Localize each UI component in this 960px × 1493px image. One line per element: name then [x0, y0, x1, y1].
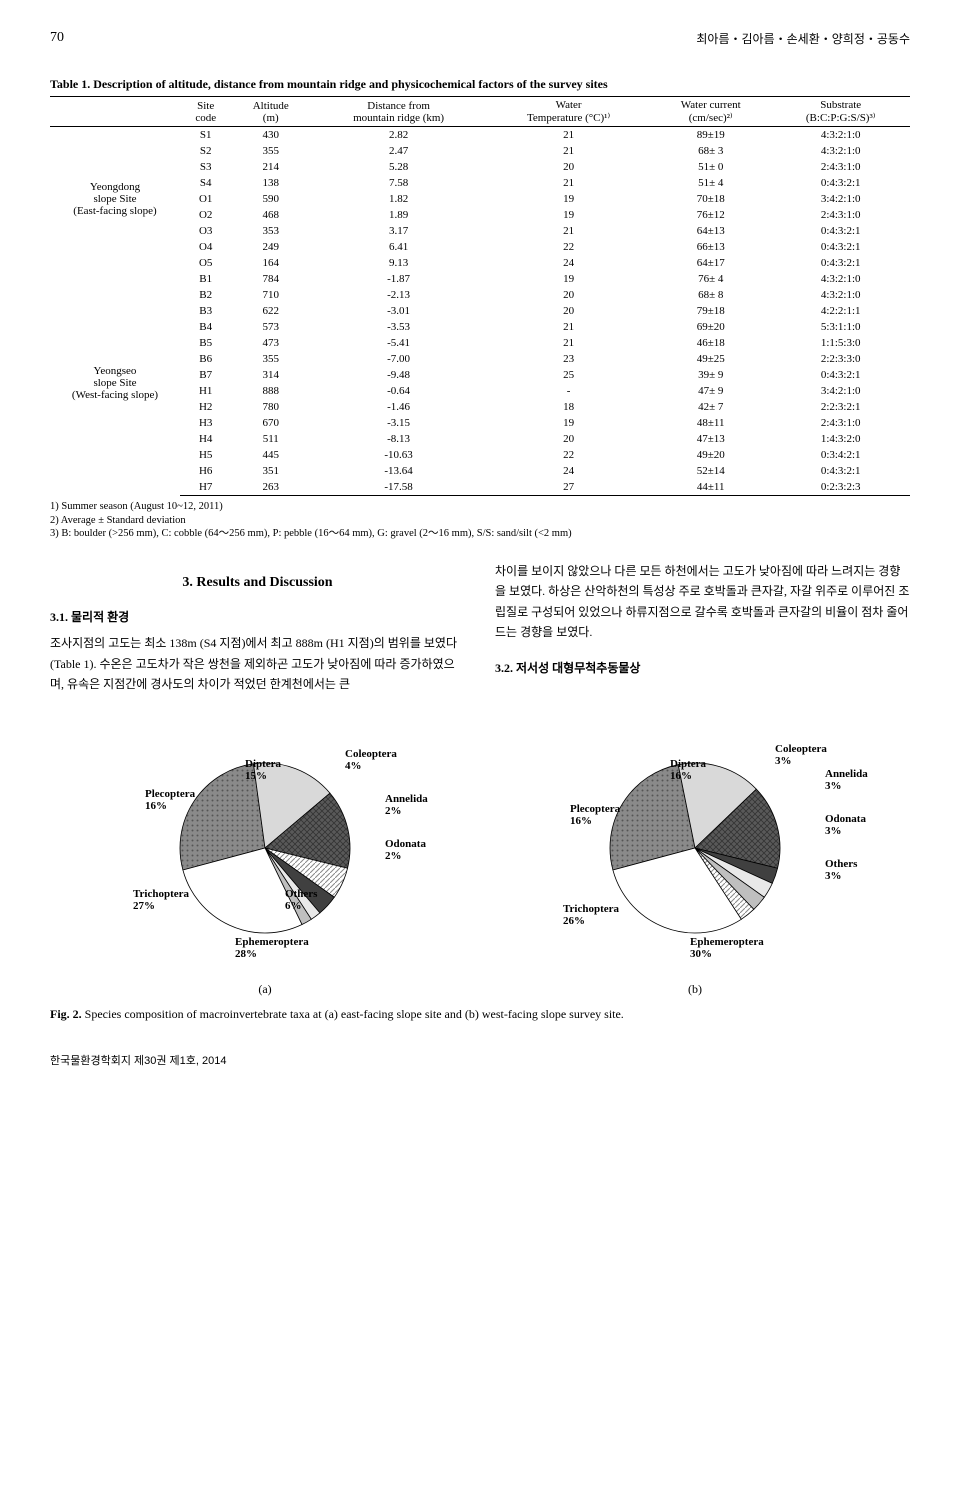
table-col-header: Distance frommountain ridge (km): [310, 97, 487, 127]
table-col-header: Substrate(B:C:P:G:S/S)³⁾: [771, 97, 910, 127]
table-row: Yeongdongslope Site(East-facing slope)S1…: [50, 127, 910, 144]
pie-label: Annelida2%: [385, 793, 428, 817]
pie-label: Coleoptera4%: [345, 748, 397, 772]
group-label: Yeongdongslope Site(East-facing slope): [50, 127, 180, 272]
results-title: 3. Results and Discussion: [50, 571, 465, 595]
table1-footnotes: 1) Summer season (August 10~12, 2011)2) …: [50, 500, 910, 541]
page-number: 70: [50, 30, 64, 47]
pie-b-sublabel: (b): [515, 982, 875, 997]
table-col-header: Water current(cm/sec)²⁾: [650, 97, 771, 127]
pie-a-sublabel: (a): [85, 982, 445, 997]
journal-footer: 한국물환경학회지 제30권 제1호, 2014: [50, 1052, 910, 1068]
col2-body: 차이를 보이지 않았으나 다른 모든 하천에서는 고도가 낮아짐에 따라 느려지…: [495, 561, 910, 643]
pie-label: Ephemeroptera30%: [690, 936, 764, 960]
pie-label: Diptera16%: [670, 758, 706, 782]
pie-label: Ephemeroptera28%: [235, 936, 309, 960]
table1-caption: Table 1. Description of altitude, distan…: [50, 77, 910, 92]
group-label: Yeongseoslope Site(West-facing slope): [50, 271, 180, 496]
pie-label: Coleoptera3%: [775, 743, 827, 767]
pie-chart-b: Trichoptera26% Plecoptera16% Diptera16% Col…: [515, 718, 875, 978]
section-31-body: 조사지점의 고도는 최소 138m (S4 지점)에서 최고 888m (H1 …: [50, 633, 465, 694]
table-col-header: Sitecode: [180, 97, 231, 127]
table1: SitecodeAltitude(m)Distance frommountain…: [50, 96, 910, 496]
table-col-header: Altitude(m): [231, 97, 310, 127]
pie-label: Others3%: [825, 858, 857, 882]
table-col-header: WaterTemperature (°C)¹⁾: [487, 97, 650, 127]
pie-label: Odonata3%: [825, 813, 866, 837]
header-authors: 최아름・김아름・손세환・양희정・공동수: [696, 30, 910, 47]
pie-label: Trichoptera26%: [563, 903, 619, 927]
pie-chart-a: Trichoptera27% Plecoptera16% Diptera15% Oth…: [85, 718, 445, 978]
pie-label: Plecoptera16%: [145, 788, 195, 812]
pie-label: Trichoptera27%: [133, 888, 189, 912]
pie-label: Odonata2%: [385, 838, 426, 862]
pie-label: Diptera15%: [245, 758, 281, 782]
fig2-caption: Fig. 2. Fig. 2. Species composition of m…: [50, 1007, 910, 1022]
pie-label: Others6%: [285, 888, 317, 912]
pie-label: Annelida3%: [825, 768, 868, 792]
table-row: Yeongseoslope Site(West-facing slope)B17…: [50, 271, 910, 287]
section-32-title: 3.2. 저서성 대형무척추동물상: [495, 658, 910, 678]
pie-label: Plecoptera16%: [570, 803, 620, 827]
section-31-title: 3.1. 물리적 환경: [50, 607, 465, 627]
